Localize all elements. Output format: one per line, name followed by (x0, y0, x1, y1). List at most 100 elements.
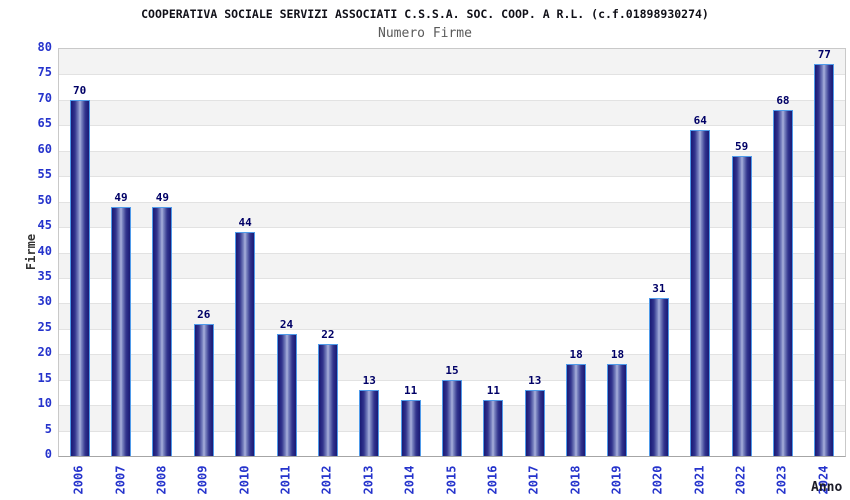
x-tick: 2015 (442, 462, 460, 498)
gridline (59, 328, 845, 330)
x-tick: 2013 (359, 462, 377, 498)
bar-2018 (566, 364, 587, 456)
x-tick-label: 2016 (485, 465, 500, 495)
x-tick: 2022 (732, 462, 750, 498)
y-tick-label: 20 (37, 345, 52, 360)
bar-value-label: 13 (528, 373, 542, 387)
grid-band (59, 201, 845, 228)
grid-band (59, 74, 845, 100)
x-tick: 2012 (318, 462, 336, 498)
y-tick-label: 70 (37, 90, 52, 105)
x-tick: 2018 (566, 462, 584, 498)
gridline (59, 252, 845, 254)
bar-value-label: 22 (321, 328, 335, 342)
grid-band (59, 328, 845, 355)
x-tick-label: 2021 (692, 465, 707, 495)
gridline (59, 354, 845, 356)
bar-2019 (607, 364, 628, 456)
bar-value-label: 44 (238, 216, 252, 230)
bar-2006 (69, 99, 90, 456)
y-tick-label: 35 (37, 268, 52, 283)
bar-2009 (193, 323, 214, 456)
bar-value-label: 64 (693, 114, 707, 128)
x-tick: 2023 (773, 462, 791, 498)
y-tick-label: 50 (37, 192, 52, 207)
gridline (59, 227, 845, 229)
y-tick-label: 5 (44, 421, 52, 436)
bar-value-label: 26 (197, 307, 211, 321)
gridline (59, 277, 845, 279)
bar-value-label: 18 (569, 348, 583, 362)
x-tick-label: 2017 (526, 465, 541, 495)
bar-2021 (690, 130, 711, 456)
y-tick-label: 60 (37, 141, 52, 156)
y-tick-label: 0 (44, 447, 52, 461)
bar-2012 (317, 344, 338, 456)
y-tick-label: 80 (37, 40, 52, 54)
y-tick-label: 10 (37, 396, 52, 411)
x-tick-label: 2006 (71, 465, 86, 495)
bar-2022 (731, 155, 752, 456)
x-tick: 2006 (70, 462, 88, 498)
bar-2008 (152, 206, 173, 456)
y-tick-label: 65 (37, 116, 52, 131)
y-tick-label: 25 (37, 319, 52, 334)
x-tick: 2008 (152, 462, 170, 498)
bar-2023 (772, 110, 793, 456)
bar-value-label: 18 (610, 348, 625, 362)
bar-2010 (235, 232, 256, 456)
bar-value-label: 68 (776, 94, 790, 108)
bar-value-label: 31 (652, 282, 666, 296)
grid-band (59, 252, 845, 278)
bar-2024 (814, 64, 835, 456)
y-tick-label: 15 (37, 370, 52, 385)
x-tick-label: 2010 (237, 465, 252, 495)
bar-2007 (111, 206, 132, 456)
x-tick-label: 2011 (278, 465, 293, 495)
bar-value-label: 59 (734, 139, 749, 153)
plot-area: 70 49 49 26 44 24 22 13 11 15 11 13 18 18 31 64 59 68 77 (58, 48, 846, 457)
bar-value-label: 49 (155, 190, 170, 204)
y-tick-label: 45 (37, 218, 52, 233)
bar-2016 (483, 400, 504, 456)
x-tick-label: 2007 (113, 465, 128, 495)
bar-2015 (442, 379, 462, 456)
x-tick: 2014 (401, 462, 419, 498)
grid-band (59, 99, 845, 126)
x-tick-label: 2008 (154, 465, 169, 495)
bar-2011 (276, 333, 297, 456)
x-tick-label: 2013 (361, 465, 376, 495)
bar-value-label: 15 (445, 363, 459, 377)
gridline (59, 201, 845, 203)
x-tick: 2011 (277, 462, 295, 498)
gridline (59, 125, 845, 127)
grid-band (59, 176, 845, 202)
x-tick: 2010 (235, 462, 253, 498)
bar-value-label: 11 (486, 384, 500, 398)
x-tick: 2007 (111, 462, 129, 498)
bar-value-label: 24 (279, 317, 294, 331)
grid-band (59, 354, 845, 380)
gridline (59, 99, 845, 101)
gridline (59, 303, 845, 305)
gridline (59, 176, 845, 178)
x-tick-label: 2022 (733, 465, 748, 495)
grid-band (59, 303, 845, 329)
bar-2020 (648, 298, 669, 456)
bar-value-label: 11 (404, 384, 418, 398)
bar-value-label: 70 (73, 83, 87, 97)
x-tick-label: 2012 (319, 465, 334, 495)
x-tick-label: 2009 (195, 465, 210, 495)
grid-band (59, 150, 845, 177)
gridline (59, 74, 845, 76)
x-tick: 2016 (483, 462, 501, 498)
y-tick-label: 75 (37, 65, 52, 80)
grid-band (59, 49, 845, 75)
gridline (59, 150, 845, 152)
x-tick-label: 2023 (774, 465, 789, 495)
grid-band (59, 227, 845, 253)
y-tick-label: 55 (37, 167, 52, 182)
x-tick: 2019 (607, 462, 625, 498)
x-tick-label: 2019 (609, 465, 624, 495)
